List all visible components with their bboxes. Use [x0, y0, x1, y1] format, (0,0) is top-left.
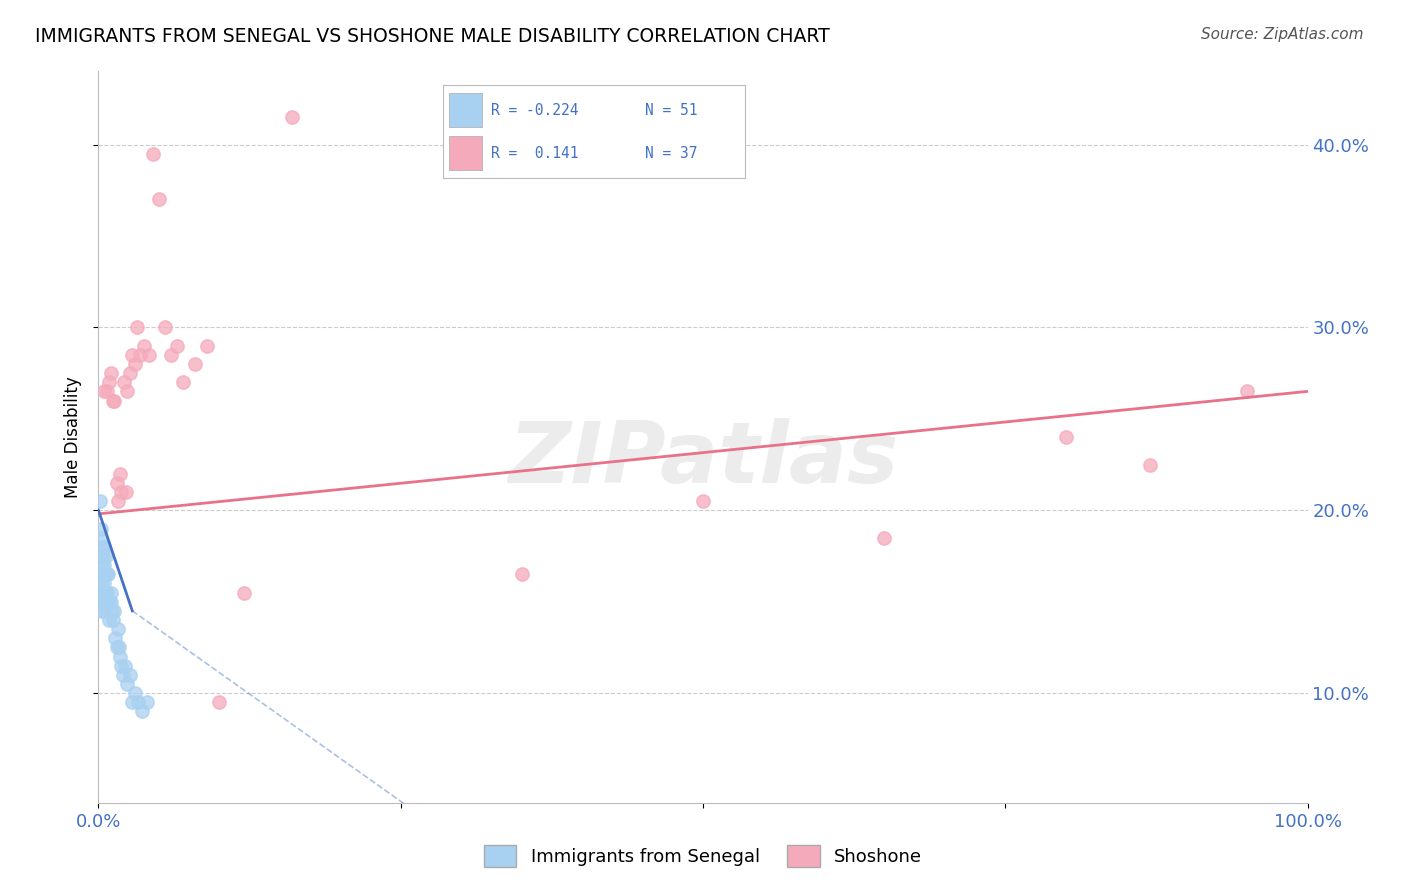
Text: R =  0.141: R = 0.141 [491, 145, 579, 161]
Point [91, 549, 114, 563]
Point [172, 375, 194, 389]
Point [232, 585, 254, 599]
Point [134, 339, 156, 353]
Point [90, 549, 112, 563]
Point [93, 594, 115, 608]
Point [1139, 458, 1161, 472]
Legend: Immigrants from Senegal, Shoshone: Immigrants from Senegal, Shoshone [477, 838, 929, 874]
Point [107, 494, 129, 508]
Point [118, 366, 141, 380]
Point [91, 594, 114, 608]
Point [96, 585, 118, 599]
Point [91, 604, 114, 618]
Point [138, 348, 160, 362]
Point [121, 695, 143, 709]
Point [93, 540, 115, 554]
Point [93, 576, 115, 591]
Point [692, 494, 714, 508]
Point [89, 531, 111, 545]
Point [103, 604, 125, 618]
Point [94, 585, 117, 599]
Point [124, 357, 146, 371]
Point [281, 110, 304, 124]
Point [114, 658, 136, 673]
Point [153, 320, 176, 334]
Point [121, 348, 143, 362]
Point [107, 622, 129, 636]
Point [195, 339, 218, 353]
Point [91, 567, 114, 582]
Point [97, 594, 120, 608]
Point [101, 613, 124, 627]
Text: ZIPatlas: ZIPatlas [508, 417, 898, 500]
Y-axis label: Male Disability: Male Disability [63, 376, 82, 498]
Point [110, 658, 132, 673]
Point [127, 320, 149, 334]
Point [510, 567, 533, 582]
Point [89, 549, 111, 563]
Point [93, 384, 115, 399]
Point [96, 384, 118, 399]
Point [101, 393, 124, 408]
Point [103, 393, 125, 408]
Point [100, 604, 122, 618]
Point [100, 594, 122, 608]
Point [100, 585, 122, 599]
Point [118, 667, 141, 681]
Point [91, 540, 114, 554]
Point [91, 549, 114, 563]
Point [1236, 384, 1258, 399]
Point [98, 375, 121, 389]
Point [117, 384, 139, 399]
Point [91, 558, 114, 573]
Text: Source: ZipAtlas.com: Source: ZipAtlas.com [1201, 27, 1364, 42]
Text: N = 37: N = 37 [645, 145, 697, 161]
Point [105, 640, 128, 655]
Point [108, 467, 131, 481]
Point [90, 585, 112, 599]
Point [108, 640, 131, 655]
Point [873, 531, 896, 545]
Point [104, 632, 127, 646]
Point [124, 686, 146, 700]
Point [148, 193, 170, 207]
Point [97, 567, 120, 582]
Point [160, 348, 183, 362]
FancyBboxPatch shape [449, 136, 482, 170]
Point [184, 357, 207, 371]
Text: IMMIGRANTS FROM SENEGAL VS SHOSHONE MALE DISABILITY CORRELATION CHART: IMMIGRANTS FROM SENEGAL VS SHOSHONE MALE… [35, 27, 830, 45]
Text: N = 51: N = 51 [645, 103, 697, 118]
Point [142, 146, 165, 161]
Point [110, 485, 132, 500]
Point [208, 695, 231, 709]
Point [111, 667, 134, 681]
Point [91, 585, 114, 599]
Point [105, 475, 128, 490]
Point [128, 348, 150, 362]
Point [108, 649, 131, 664]
Point [131, 705, 153, 719]
Point [94, 549, 117, 563]
Point [94, 567, 117, 582]
Point [115, 485, 138, 500]
Point [166, 339, 188, 353]
Point [91, 604, 114, 618]
Point [91, 567, 114, 582]
Point [93, 558, 115, 573]
Point [100, 366, 122, 380]
Text: R = -0.224: R = -0.224 [491, 103, 579, 118]
Point [89, 494, 111, 508]
FancyBboxPatch shape [449, 93, 482, 127]
Point [90, 576, 112, 591]
Point [98, 613, 121, 627]
Point [96, 567, 118, 582]
Point [112, 375, 135, 389]
Point [127, 695, 149, 709]
Point [135, 695, 157, 709]
Point [117, 677, 139, 691]
Point [96, 594, 118, 608]
Point [98, 594, 121, 608]
Point [90, 521, 112, 535]
Point [1054, 430, 1077, 444]
